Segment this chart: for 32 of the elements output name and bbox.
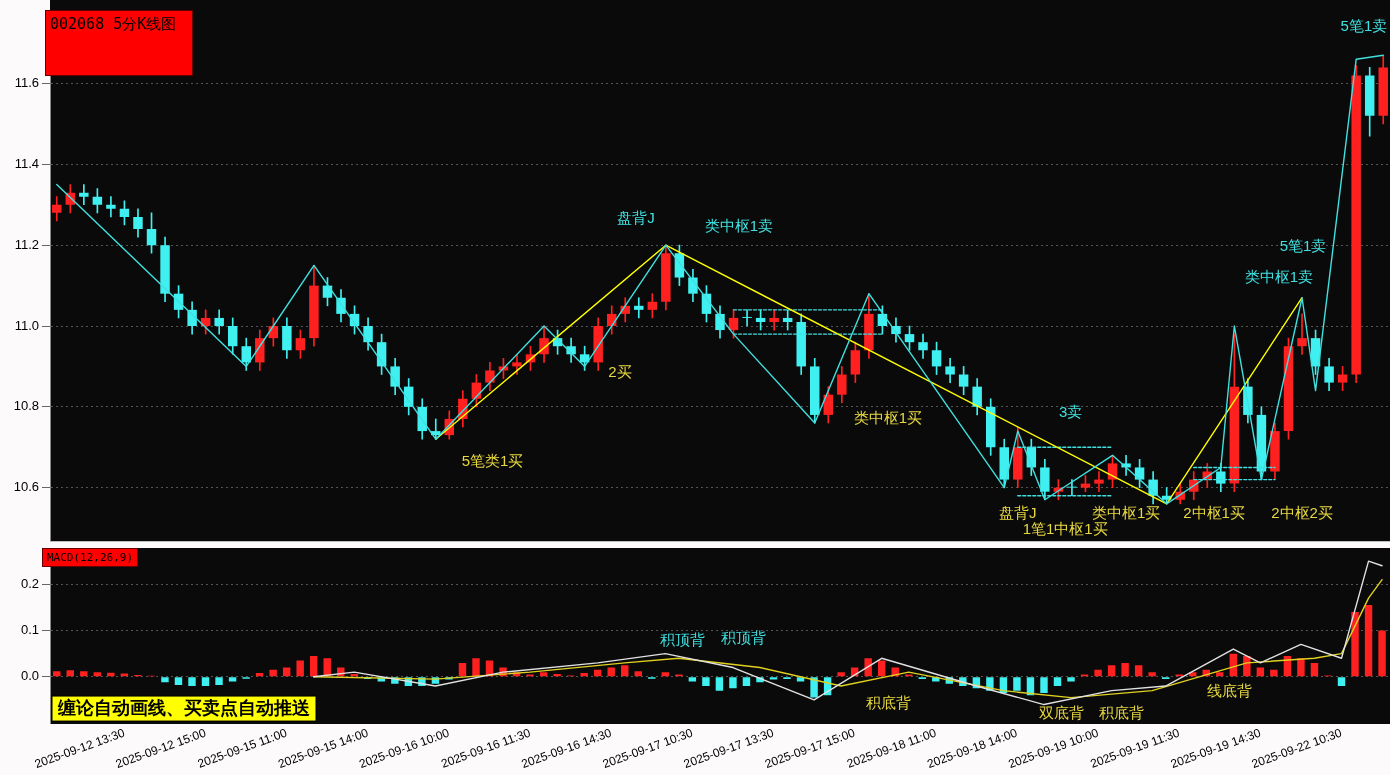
annotation: 5笔1卖 xyxy=(1340,17,1388,35)
title-label: MACD(12,26,9) xyxy=(42,548,139,568)
annotation: 积顶背 xyxy=(660,630,706,648)
annotation: 5笔1卖 xyxy=(1279,237,1327,255)
title-box: 002068 5分K线图 xyxy=(45,10,193,76)
annotation: 2买 xyxy=(608,362,632,380)
annotation: 盘背J xyxy=(617,209,655,227)
annotation: 积底背 xyxy=(1098,703,1144,721)
annotation: 3卖 xyxy=(1058,403,1083,421)
annotation: 类中枢1买 xyxy=(853,409,923,427)
annotation: 双底背 xyxy=(1039,703,1085,721)
annotation: 缠论自动画线、买卖点自动推送 xyxy=(57,698,310,719)
y-tick-label: 11.4 xyxy=(14,155,39,171)
y-tick-label: 0.2 xyxy=(20,575,39,591)
annotation: 5笔类1买 xyxy=(461,451,524,469)
annotation: 类中枢1卖 xyxy=(704,217,774,235)
y-tick-label: 11.0 xyxy=(14,317,39,333)
annotation: 积顶背 xyxy=(721,628,767,646)
annotation: 线底背 xyxy=(1206,681,1252,699)
annotation: 类中枢1买 xyxy=(1091,504,1161,522)
y-tick-label: 0.0 xyxy=(20,668,39,684)
y-tick-label: 10.6 xyxy=(13,479,39,495)
annotation: 积底背 xyxy=(865,693,911,711)
annotation: 类中枢1卖 xyxy=(1244,267,1314,285)
y-tick-label: 0.1 xyxy=(20,622,39,638)
annotation: 盘背J xyxy=(999,504,1037,522)
annotation: 1笔1中枢1买 xyxy=(1022,520,1108,538)
y-tick-label: 11.2 xyxy=(14,236,39,252)
annotation: 2中枢2买 xyxy=(1271,504,1333,522)
y-tick-label: 11.6 xyxy=(14,75,39,91)
annotation: 2中枢1买 xyxy=(1183,504,1245,522)
y-tick-label: 10.8 xyxy=(13,398,39,414)
